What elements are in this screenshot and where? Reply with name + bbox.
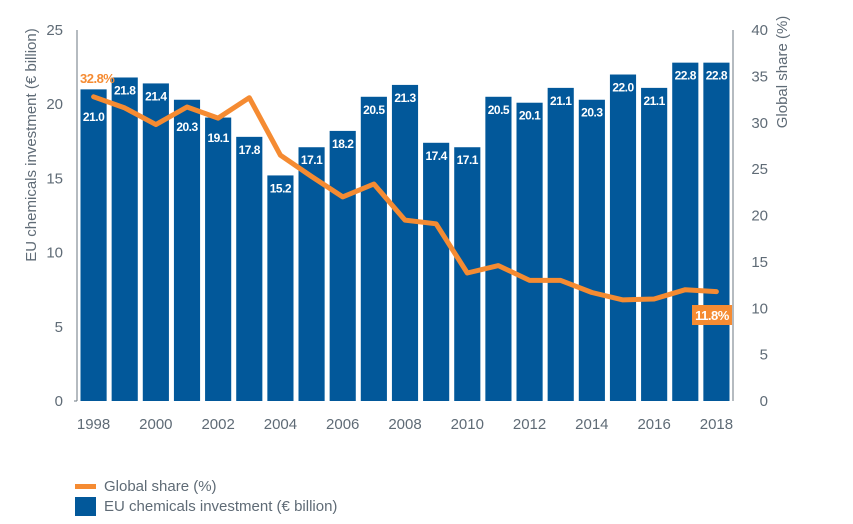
bar-label-2016: 21.1	[643, 94, 665, 108]
bar-label-1999: 21.8	[114, 83, 136, 97]
x-tick-2002: 2002	[201, 416, 234, 433]
annotations-group: 32.8% 11.8%	[80, 71, 732, 325]
bar-label-2002: 19.1	[207, 131, 229, 145]
right-tick-25: 25	[751, 161, 768, 178]
bar-1998	[80, 89, 107, 402]
bar-2007	[360, 96, 387, 401]
left-axis-title: EU chemicals investment (€ billion)	[23, 28, 40, 261]
x-tick-2016: 2016	[637, 416, 670, 433]
bar-2012	[516, 102, 543, 401]
x-tick-2014: 2014	[575, 416, 608, 433]
bar-2011	[485, 96, 512, 401]
right-tick-10: 10	[751, 300, 768, 317]
x-tick-labels: 1998 2000 2002 2004 2006 2008 2010 2012 2014 2016…	[77, 416, 733, 433]
left-tick-20: 20	[46, 96, 63, 113]
bar-label-2010: 17.1	[457, 153, 479, 167]
axes-group	[74, 30, 734, 402]
right-tick-15: 15	[751, 254, 768, 271]
annotation-start-value: 32.8%	[80, 71, 115, 86]
bar-label-2018: 22.8	[706, 69, 728, 83]
bar-label-2003: 17.8	[239, 143, 261, 157]
x-tick-2008: 2008	[388, 416, 421, 433]
x-tick-2004: 2004	[264, 416, 297, 433]
left-tick-0: 0	[55, 393, 63, 410]
bar-label-2000: 21.4	[145, 89, 167, 103]
left-tick-15: 15	[46, 170, 63, 187]
bar-2008	[391, 84, 419, 402]
bar-label-2009: 17.4	[425, 149, 447, 163]
left-tick-5: 5	[55, 319, 63, 336]
bar-2006	[329, 130, 356, 402]
right-tick-20: 20	[751, 208, 768, 225]
x-tick-2018: 2018	[700, 416, 733, 433]
legend: Global share (%) EU chemicals investment…	[75, 476, 337, 516]
bar-label-2006: 18.2	[332, 137, 354, 151]
legend-label: Global share (%)	[104, 477, 217, 495]
bar-2005	[298, 147, 325, 401]
bar-label-2017: 22.8	[675, 69, 697, 83]
annotation-end-value: 11.8%	[695, 308, 730, 323]
x-tick-2012: 2012	[513, 416, 546, 433]
bar-2009	[423, 142, 450, 401]
bar-2018	[703, 62, 730, 401]
bar-label-2008: 21.3	[394, 91, 416, 105]
bar-2002	[205, 117, 232, 401]
bar-label-2012: 20.1	[519, 109, 541, 123]
bar-label-2011: 20.5	[488, 103, 510, 117]
left-tick-10: 10	[46, 245, 63, 262]
bar-2003	[236, 136, 263, 401]
line-group	[91, 94, 719, 303]
right-tick-labels: 0 5 10 15 20 25 30 35 40	[751, 22, 768, 410]
x-tick-1998: 1998	[77, 416, 110, 433]
right-tick-35: 35	[751, 68, 768, 85]
bar-2017	[672, 62, 699, 401]
left-tick-25: 25	[46, 22, 63, 39]
bar-label-1998: 21.0	[83, 110, 105, 124]
right-tick-0: 0	[760, 393, 768, 410]
legend-item-global-share: Global share (%)	[75, 476, 337, 496]
right-axis-title: Global share (%)	[774, 16, 791, 129]
bar-2004	[267, 175, 294, 401]
x-tick-2000: 2000	[139, 416, 172, 433]
bar-label-2005: 17.1	[301, 153, 323, 167]
right-tick-5: 5	[760, 347, 768, 364]
legend-swatch-box	[75, 496, 96, 516]
x-tick-2010: 2010	[451, 416, 484, 433]
bar-label-2015: 22.0	[612, 81, 634, 95]
bar-2013	[547, 87, 574, 401]
annotation-end-box	[692, 305, 732, 325]
bar-1999	[111, 77, 138, 401]
right-tick-30: 30	[751, 115, 768, 132]
bar-2001	[173, 99, 201, 402]
bar-label-2001: 20.3	[176, 120, 198, 134]
bar-label-2007: 20.5	[363, 103, 385, 117]
bar-2016	[641, 87, 668, 401]
bars-group	[80, 62, 730, 402]
right-tick-40: 40	[751, 22, 768, 39]
legend-label: EU chemicals investment (€ billion)	[104, 497, 338, 515]
bar-2015	[609, 74, 637, 402]
bar-label-2013: 21.1	[550, 94, 572, 108]
bar-labels-group: 21.0 21.8 21.4 20.3 19.1 17.8 15.2 17.1 18.2 20.5…	[83, 69, 729, 196]
legend-swatch-line	[75, 483, 96, 489]
bar-2014	[578, 99, 605, 402]
left-tick-labels: 0 5 10 15 20 25	[46, 22, 63, 410]
x-tick-2006: 2006	[326, 416, 359, 433]
legend-item-eu-investment: EU chemicals investment (€ billion)	[75, 496, 337, 516]
bar-label-2004: 15.2	[270, 181, 292, 195]
bar-2000	[142, 83, 169, 401]
bar-label-2014: 20.3	[581, 106, 603, 120]
